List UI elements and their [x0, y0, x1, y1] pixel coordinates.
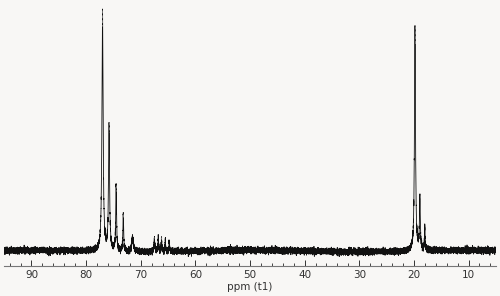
X-axis label: ppm (t1): ppm (t1)	[228, 282, 272, 292]
